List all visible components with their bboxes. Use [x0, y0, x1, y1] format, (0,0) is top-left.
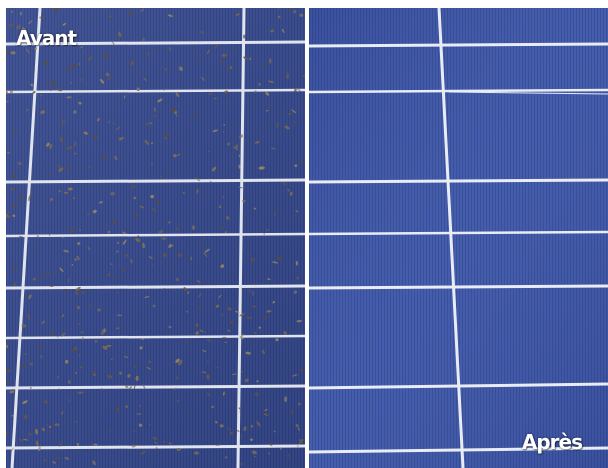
clean-panel-image	[309, 8, 608, 468]
grid-lines	[6, 8, 305, 468]
soil-specks	[6, 8, 305, 466]
dirty-solar-panel-photo: Avant	[6, 8, 305, 468]
dirty-panel-image	[6, 8, 305, 468]
grid-lines	[309, 8, 608, 468]
after-label: Après	[521, 430, 583, 454]
before-label: Avant	[16, 26, 77, 50]
clean-solar-panel-photo: Après	[309, 8, 608, 468]
